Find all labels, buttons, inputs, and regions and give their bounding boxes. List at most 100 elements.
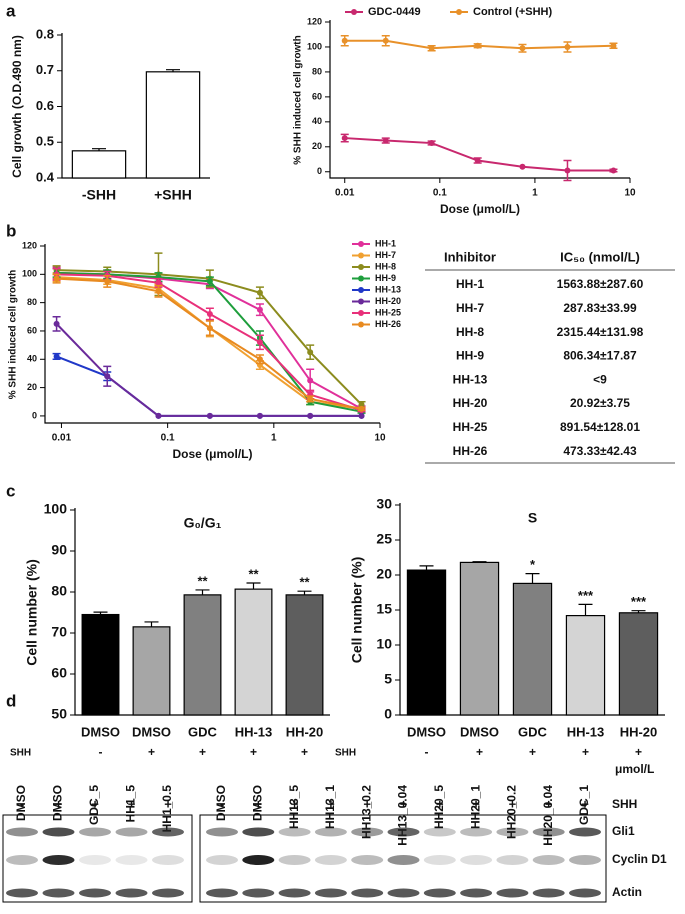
- lane-label: DMSO: [250, 785, 264, 821]
- legend-label: Control (+SHH): [473, 6, 552, 18]
- table-cell: HH-9: [456, 349, 484, 363]
- y-axis-label: Cell growth (O.D.490 nm): [10, 35, 24, 178]
- lane-label: HH1_0.5: [160, 785, 174, 833]
- x-tick-label: +SHH: [154, 187, 192, 203]
- blot-band: [152, 855, 184, 865]
- panel-label: d: [6, 691, 16, 710]
- lane-label: GDC_1: [577, 785, 591, 825]
- y-tick-label: 60: [27, 325, 37, 335]
- significance: **: [197, 573, 208, 588]
- y-tick-label: 0.5: [36, 134, 54, 149]
- treatment-sign: +: [529, 745, 536, 759]
- lane-label: HH13_1: [323, 785, 337, 829]
- data-point: [358, 401, 365, 408]
- blot-band: [387, 888, 420, 898]
- y-tick-label: 60: [51, 665, 67, 681]
- panel-label: c: [6, 481, 15, 500]
- lane-label: DMSO: [51, 785, 65, 821]
- blot-band: [278, 827, 311, 837]
- data-point: [256, 339, 263, 346]
- x-tick-label: HH-13: [567, 724, 605, 739]
- legend-marker: [358, 252, 364, 259]
- x-tick-label: HH-20: [620, 724, 658, 739]
- treatment-sign: +: [199, 745, 206, 759]
- error-bar: [166, 69, 180, 72]
- data-point: [519, 45, 526, 52]
- data-point: [206, 325, 213, 332]
- data-point: [256, 356, 263, 363]
- data-point: [358, 412, 365, 419]
- blot-band: [314, 855, 347, 865]
- data-point: [307, 412, 314, 419]
- data-point: [104, 373, 111, 380]
- y-axis-label: Cell number (%): [24, 559, 40, 666]
- x-tick-label: 0.01: [335, 188, 355, 199]
- y-tick-label: 0: [317, 166, 322, 176]
- significance: ***: [631, 594, 647, 609]
- legend-marker: [358, 264, 364, 270]
- axis: [44, 244, 380, 424]
- table-cell: HH-13: [453, 372, 488, 386]
- data-point: [382, 137, 389, 144]
- data-point: [53, 275, 60, 282]
- y-axis-label: Cell number (%): [349, 557, 365, 664]
- table-cell: <9: [593, 372, 607, 386]
- data-point: [256, 412, 263, 419]
- legend-marker: [456, 9, 462, 15]
- y-tick-label: 0: [32, 410, 37, 420]
- y-tick-label: 60: [312, 91, 322, 101]
- treatment-label: SHH: [10, 748, 31, 759]
- blot-band: [314, 888, 347, 898]
- x-tick-label: -SHH: [82, 187, 116, 203]
- series-line: [56, 271, 362, 413]
- panel-label: a: [6, 1, 16, 20]
- blot-band: [496, 855, 529, 865]
- y-tick-label: 40: [27, 354, 37, 364]
- data-point: [307, 349, 314, 356]
- error-bar: [246, 582, 261, 590]
- y-tick-label: 10: [376, 636, 392, 652]
- blot-band: [532, 855, 565, 865]
- blot-band: [569, 827, 601, 837]
- error-bar: [93, 611, 108, 615]
- y-tick-label: 0.4: [36, 169, 55, 184]
- table-cell: HH-7: [456, 301, 484, 315]
- blot-band: [460, 855, 493, 865]
- blot-frame: [2, 814, 193, 903]
- data-point: [474, 42, 481, 49]
- significance: **: [299, 575, 310, 590]
- blot-band: [351, 827, 384, 837]
- bar: [81, 613, 120, 716]
- error-bar: [525, 573, 540, 584]
- bar: [406, 569, 447, 716]
- y-tick-label: 90: [51, 542, 67, 558]
- error-bar: [419, 565, 434, 571]
- blot-band: [42, 888, 75, 898]
- y-tick-label: 50: [51, 706, 67, 722]
- bar: [459, 561, 500, 716]
- blot-row-label: Actin: [612, 885, 642, 899]
- y-tick-label: 100: [307, 41, 322, 51]
- data-point: [610, 42, 617, 49]
- table-cell: 1563.88±287.60: [557, 277, 644, 291]
- y-tick-label: 0: [384, 706, 392, 722]
- data-point: [155, 412, 162, 419]
- y-tick-label: 70: [51, 624, 67, 640]
- blot-band: [152, 827, 184, 837]
- y-tick-label: 80: [27, 297, 37, 307]
- blot-band: [242, 888, 275, 898]
- x-tick-label: DMSO: [132, 724, 171, 739]
- table-cell: 287.83±33.99: [563, 301, 637, 315]
- x-tick-label: GDC: [518, 724, 548, 739]
- y-tick-label: 80: [312, 66, 322, 76]
- bar: [145, 71, 201, 179]
- y-tick-label: 100: [44, 501, 68, 517]
- blot-band: [278, 855, 311, 865]
- lane-label: HH13_0.2: [359, 785, 373, 839]
- treatment-label: SHH: [335, 748, 356, 759]
- legend-marker: [358, 287, 364, 293]
- bar: [618, 612, 659, 716]
- legend-label: HH-9: [375, 273, 396, 283]
- blot-band: [314, 827, 347, 837]
- blot-band: [152, 888, 184, 898]
